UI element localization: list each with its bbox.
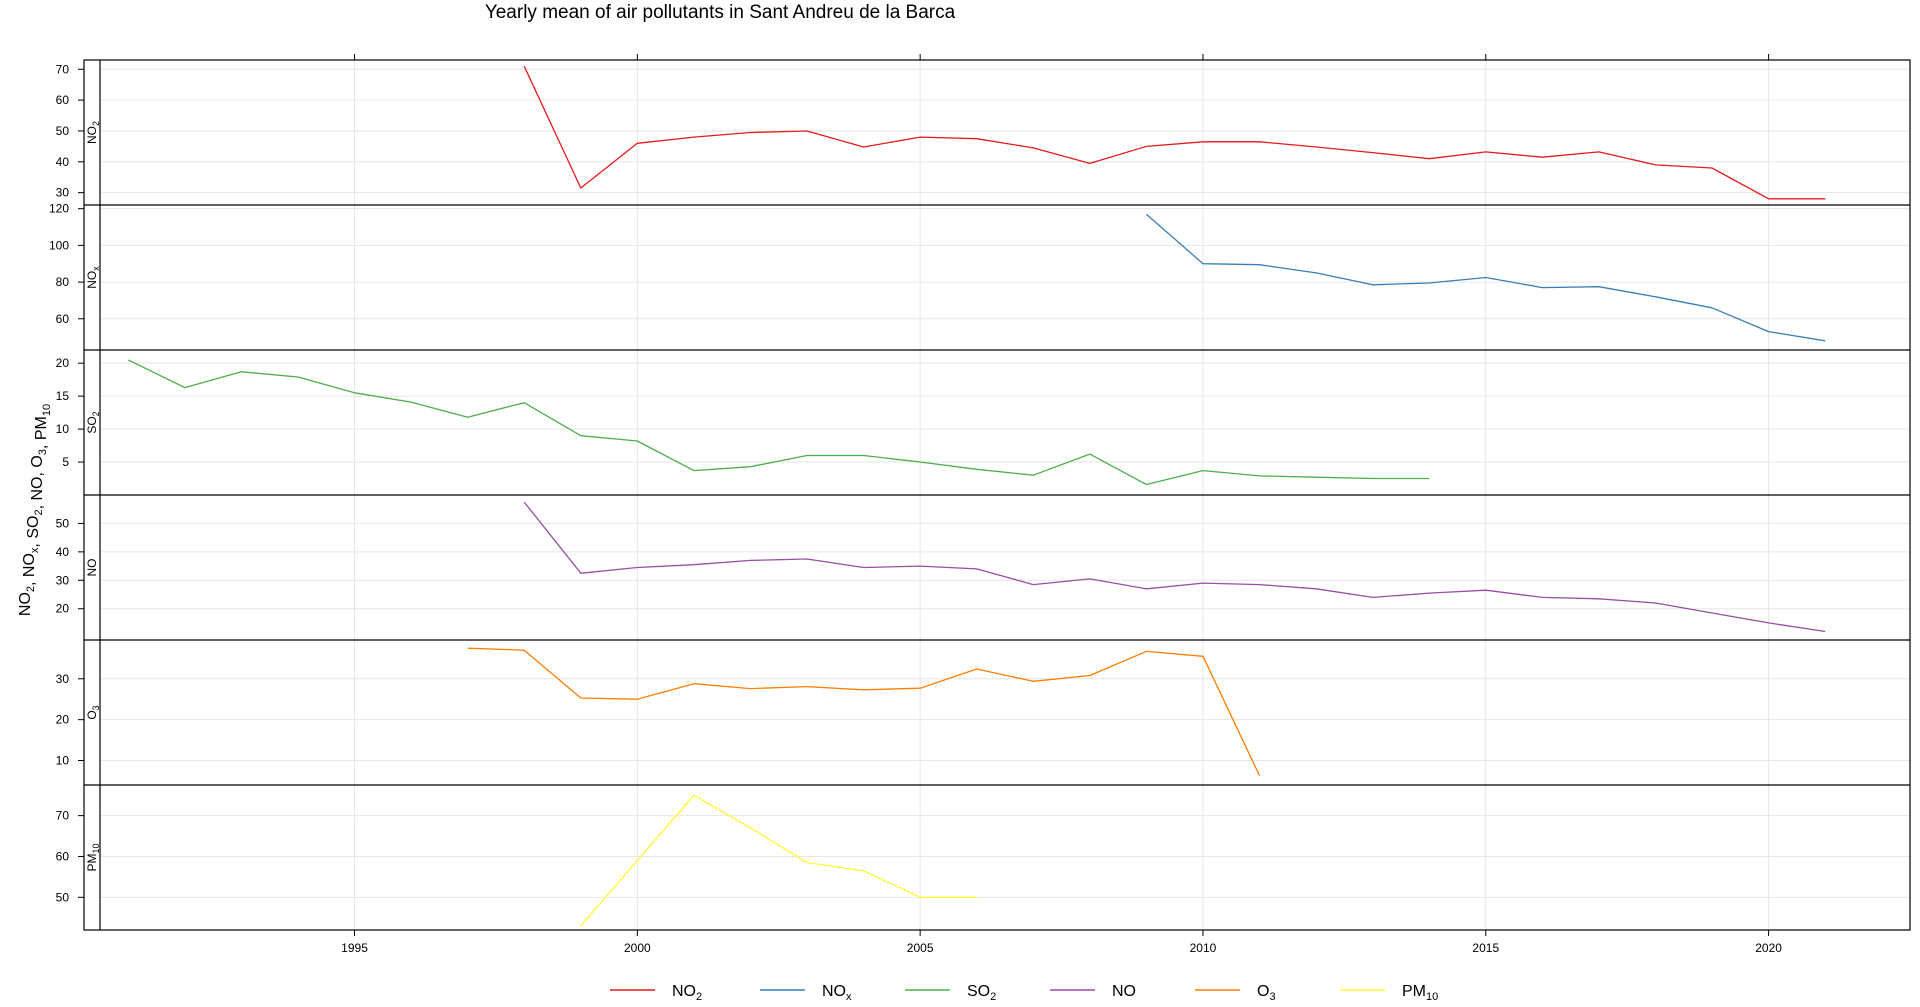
y-tick-label: 10 — [56, 422, 70, 436]
legend-label: SO2 — [967, 983, 996, 1003]
y-axis-label: NO2, NOx, SO2, NO, O3, PM10 — [17, 404, 53, 616]
y-tick-label: 70 — [56, 809, 70, 823]
x-tick-label: 2010 — [1190, 941, 1217, 955]
panel-label-no: NO — [85, 559, 99, 577]
x-tick-label: 2005 — [907, 941, 934, 955]
panel-label-no2: NO2 — [85, 121, 101, 144]
legend-label: NO2 — [672, 983, 702, 1003]
y-tick-label: 20 — [56, 713, 70, 727]
legend-item-no: NO — [1050, 983, 1136, 1000]
panel-label-o3: O3 — [85, 705, 101, 719]
series-line-pm10 — [580, 794, 977, 927]
y-tick-label: 20 — [56, 602, 70, 616]
plot-frame — [83, 59, 1911, 931]
panel-label-pm10: PM10 — [85, 843, 101, 871]
plot-border — [83, 59, 1911, 931]
y-tick-label: 10 — [56, 753, 70, 767]
series-line-no — [523, 501, 1826, 633]
y-tick-label: 120 — [49, 202, 69, 216]
y-tick-label: 30 — [56, 672, 70, 686]
x-tick-label: 2000 — [624, 941, 651, 955]
y-tick-label: 100 — [49, 238, 69, 252]
legend-item-no2: NO2 — [610, 983, 702, 1003]
y-tick-label: 40 — [56, 155, 70, 169]
series-line-o3 — [467, 647, 1261, 776]
legend: NO2 NOx SO2 NO O3 PM10 — [610, 983, 1438, 1003]
y-tick-label: 30 — [56, 573, 70, 587]
y-tick-label: 50 — [56, 516, 70, 530]
y-tick-label: 60 — [56, 93, 70, 107]
axes: 1995 2000 2005 2010 2015 20203040506070NO2608… — [49, 54, 1782, 955]
y-tick-label: 30 — [56, 186, 70, 200]
legend-item-o3: O3 — [1195, 983, 1276, 1003]
y-tick-label: 60 — [56, 312, 70, 326]
panel-label-so2: SO2 — [85, 411, 101, 433]
series-line-nox — [1145, 213, 1826, 342]
x-tick-label: 1995 — [341, 941, 368, 955]
legend-label: NO — [1112, 983, 1136, 1000]
y-tick-label: 15 — [56, 389, 70, 403]
series-line-so2 — [128, 359, 1430, 486]
chart-title: Yearly mean of air pollutants in Sant An… — [485, 2, 956, 23]
legend-label: PM10 — [1402, 983, 1438, 1003]
legend-item-so2: SO2 — [905, 983, 996, 1003]
y-tick-label: 50 — [56, 124, 70, 138]
y-tick-label: 70 — [56, 62, 70, 76]
y-tick-label: 5 — [62, 455, 69, 469]
panel-label-nox: NOx — [85, 266, 101, 289]
series-lines — [128, 65, 1826, 927]
legend-label: NOx — [822, 983, 852, 1003]
y-tick-label: 50 — [56, 890, 70, 904]
x-tick-label: 2015 — [1472, 941, 1499, 955]
legend-item-nox: NOx — [760, 983, 852, 1003]
y-tick-label: 80 — [56, 275, 70, 289]
legend-item-pm10: PM10 — [1340, 983, 1438, 1003]
y-tick-label: 60 — [56, 849, 70, 863]
x-tick-label: 2020 — [1755, 941, 1782, 955]
y-tick-label: 40 — [56, 545, 70, 559]
series-line-no2 — [523, 65, 1826, 200]
y-tick-label: 20 — [56, 356, 70, 370]
legend-label: O3 — [1257, 983, 1276, 1003]
